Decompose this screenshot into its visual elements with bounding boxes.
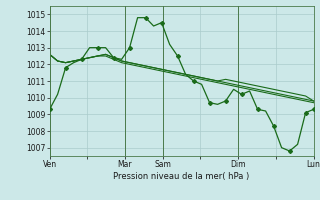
X-axis label: Pression niveau de la mer( hPa ): Pression niveau de la mer( hPa ) xyxy=(114,172,250,181)
